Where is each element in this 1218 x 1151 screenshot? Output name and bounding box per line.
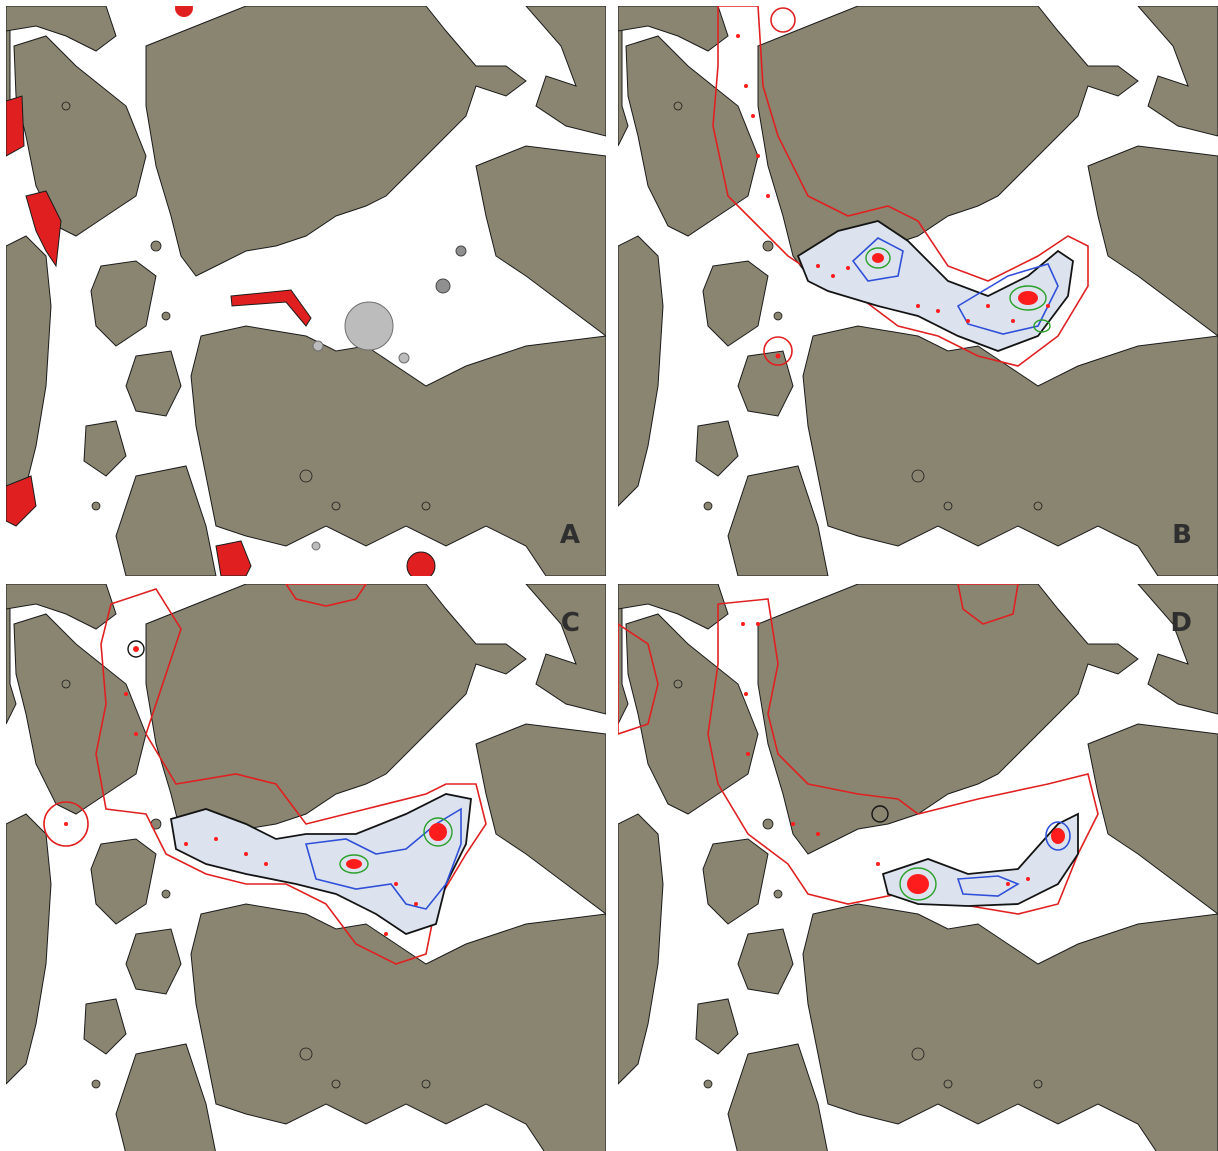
circle-marker <box>311 541 321 551</box>
map-panel-a: A <box>6 6 606 576</box>
range-core <box>1045 821 1071 851</box>
location-point <box>429 823 447 841</box>
range-core <box>169 793 472 935</box>
range-outline <box>763 336 793 366</box>
red-zone <box>230 289 312 327</box>
map-panel-c: C <box>6 584 606 1151</box>
range-outline <box>285 584 367 607</box>
range-core <box>899 867 937 901</box>
range-core <box>1033 319 1051 333</box>
range-outline <box>957 584 1019 625</box>
map-d-svg <box>618 584 1218 1151</box>
panel-label: D <box>1170 608 1192 638</box>
red-zone <box>6 95 25 157</box>
red-zone <box>6 475 37 527</box>
panel-label: C <box>560 608 580 638</box>
red-zone <box>406 551 436 576</box>
panel-label: A <box>559 520 580 550</box>
location-points <box>736 34 1050 359</box>
red-zone <box>25 190 62 268</box>
location-point <box>1018 291 1038 305</box>
circle-marker <box>455 245 467 257</box>
map-a-svg <box>6 6 606 576</box>
circle-marker <box>398 352 410 364</box>
red-zone <box>215 540 252 576</box>
location-points <box>741 622 1030 886</box>
range-outline <box>618 623 659 735</box>
location-point <box>907 874 929 894</box>
range-core <box>871 805 889 823</box>
range-outline <box>95 588 487 965</box>
range-core <box>127 640 145 658</box>
map-b-svg <box>618 6 1218 576</box>
location-points <box>64 646 418 936</box>
location-point <box>1051 828 1065 844</box>
map-panel-b: B <box>618 6 1218 576</box>
location-point <box>346 859 362 869</box>
range-outline <box>770 7 796 33</box>
map-panel-d: D <box>618 584 1218 1151</box>
location-point <box>872 253 884 263</box>
range-outline <box>43 801 89 847</box>
panel-label: B <box>1172 520 1192 550</box>
range-core <box>1009 285 1047 311</box>
range-core <box>304 807 462 910</box>
range-core <box>956 875 1020 897</box>
range-core <box>423 817 453 847</box>
map-c-svg <box>6 584 606 1151</box>
range-core <box>881 812 1079 907</box>
range-core <box>865 247 891 269</box>
range-outline <box>707 598 1099 915</box>
circle-marker <box>312 340 324 352</box>
range-outline <box>712 6 1089 367</box>
range-core <box>851 237 904 282</box>
range-core <box>339 854 369 874</box>
circle-marker <box>435 278 451 294</box>
red-zone <box>175 6 193 17</box>
circle-marker <box>344 301 394 351</box>
